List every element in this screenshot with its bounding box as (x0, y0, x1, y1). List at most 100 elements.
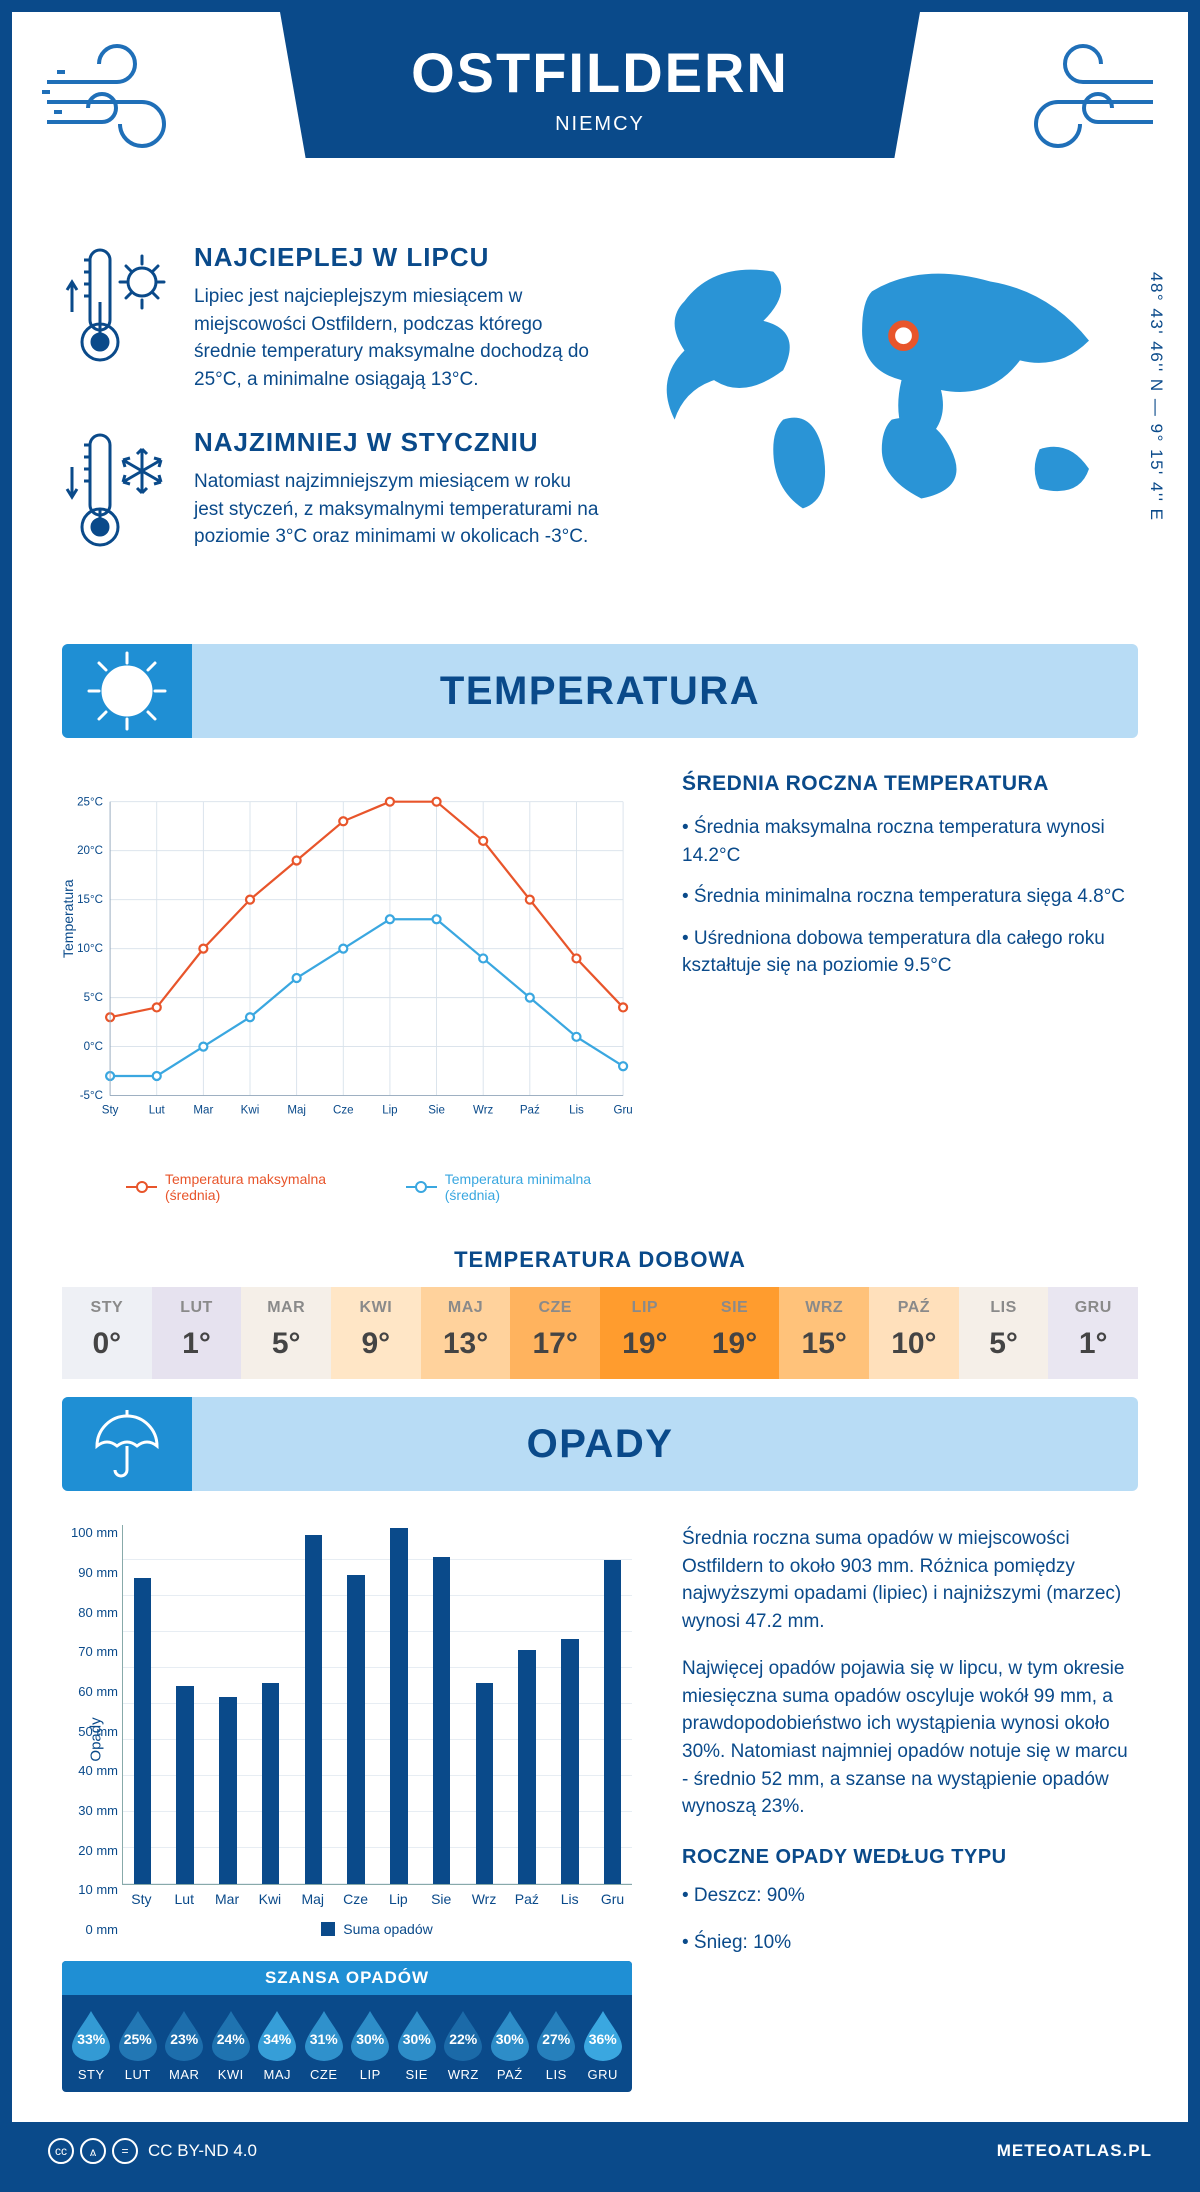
country-subtitle: NIEMCY (280, 113, 920, 136)
svg-text:5°C: 5°C (84, 992, 103, 1004)
umbrella-icon (62, 1397, 192, 1491)
raindrop-icon: 30% (396, 2009, 438, 2061)
bar-x-label: Wrz (472, 1891, 497, 1907)
chance-cell: 34%MAJ (254, 2009, 301, 2082)
coldest-block: NAJZIMNIEJ W STYCZNIU Natomiast najzimni… (62, 427, 605, 562)
temp-info-line: • Średnia minimalna roczna temperatura s… (682, 883, 1138, 911)
daily-temp-cell: LUT1° (152, 1287, 242, 1379)
bar-x-label: Maj (301, 1891, 324, 1907)
precip-type-line: • Deszcz: 90% (682, 1882, 1138, 1910)
temp-ylabel: Temperatura (60, 879, 76, 958)
wind-icon (42, 42, 192, 157)
svg-text:Lip: Lip (382, 1105, 397, 1117)
thermometer-sun-icon (62, 242, 172, 393)
svg-text:-5°C: -5°C (80, 1090, 103, 1102)
coldest-text: Natomiast najzimniejszym miesiącem w rok… (194, 468, 605, 551)
precip-bar (561, 1639, 579, 1884)
footer: cc𐓙= CC BY-ND 4.0 METEOATLAS.PL (12, 2122, 1188, 2180)
precip-bar (476, 1683, 494, 1885)
city-title: OSTFILDERN (280, 40, 920, 105)
svg-text:10°C: 10°C (77, 943, 103, 955)
bar-x-label: Sty (131, 1891, 151, 1907)
chance-cell: 23%MAR (161, 2009, 208, 2082)
temp-info-line: • Uśredniona dobowa temperatura dla całe… (682, 925, 1138, 980)
chance-cell: 30%SIE (394, 2009, 441, 2082)
precip-bar (390, 1528, 408, 1884)
daily-temp-cell: GRU1° (1048, 1287, 1138, 1379)
svg-text:Wrz: Wrz (473, 1105, 494, 1117)
chance-cell: 22%WRZ (440, 2009, 487, 2082)
temperature-line-chart: Temperatura -5°C0°C5°C10°C15°C20°C25°CSt… (62, 772, 632, 1203)
warmest-text: Lipiec jest najcieplejszym miesiącem w m… (194, 283, 605, 393)
chance-cell: 27%LIS (533, 2009, 580, 2082)
svg-text:Paź: Paź (520, 1105, 540, 1117)
raindrop-icon: 31% (303, 2009, 345, 2061)
chance-cell: 30%PAŹ (487, 2009, 534, 2082)
precip-bar (305, 1535, 323, 1884)
temp-info-title: ŚREDNIA ROCZNA TEMPERATURA (682, 772, 1138, 796)
daily-temp-cell: LIP19° (600, 1287, 690, 1379)
raindrop-icon: 30% (349, 2009, 391, 2061)
title-banner: OSTFILDERN NIEMCY (280, 12, 920, 158)
legend-min: Temperatura minimalna (średnia) (445, 1171, 632, 1203)
warmest-title: NAJCIEPLEJ W LIPCU (194, 242, 605, 273)
daily-temp-table: STY0°LUT1°MAR5°KWI9°MAJ13°CZE17°LIP19°SI… (62, 1287, 1138, 1379)
precip-type-title: ROCZNE OPADY WEDŁUG TYPU (682, 1843, 1138, 1872)
daily-temp-cell: WRZ15° (779, 1287, 869, 1379)
raindrop-icon: 22% (442, 2009, 484, 2061)
temp-info-line: • Średnia maksymalna roczna temperatura … (682, 814, 1138, 869)
section-banner-temp: TEMPERATURA (62, 644, 1138, 738)
precip-bar (433, 1557, 451, 1885)
chance-cell: 36%GRU (580, 2009, 627, 2082)
section-banner-precip: OPADY (62, 1397, 1138, 1491)
bar-x-label: Kwi (259, 1891, 282, 1907)
precipitation-bar-chart: Opady 0 mm10 mm20 mm30 mm40 mm50 mm60 mm… (122, 1525, 632, 1937)
precip-type-line: • Śnieg: 10% (682, 1929, 1138, 1957)
raindrop-icon: 27% (535, 2009, 577, 2061)
daily-temp-cell: SIE19° (690, 1287, 780, 1379)
bar-x-label: Mar (215, 1891, 239, 1907)
coordinates: 48° 43' 46'' N — 9° 15' 4'' E (1146, 272, 1166, 522)
raindrop-icon: 24% (210, 2009, 252, 2061)
header: OSTFILDERN NIEMCY (12, 12, 1188, 242)
svg-text:25°C: 25°C (77, 796, 103, 808)
precip-bar (134, 1578, 152, 1884)
raindrop-icon: 33% (70, 2009, 112, 2061)
daily-temp-title: TEMPERATURA DOBOWA (12, 1247, 1188, 1273)
raindrop-icon: 23% (163, 2009, 205, 2061)
precip-bar (219, 1697, 237, 1884)
precip-bar (518, 1650, 536, 1884)
section-title-precip: OPADY (527, 1422, 674, 1467)
daily-temp-cell: KWI9° (331, 1287, 421, 1379)
precip-para2: Najwięcej opadów pojawia się w lipcu, w … (682, 1655, 1138, 1820)
warmest-block: NAJCIEPLEJ W LIPCU Lipiec jest najcieple… (62, 242, 605, 393)
bar-x-label: Lip (389, 1891, 408, 1907)
chance-cell: 30%LIP (347, 2009, 394, 2082)
svg-text:Lut: Lut (149, 1105, 166, 1117)
daily-temp-cell: STY0° (62, 1287, 152, 1379)
chance-cell: 33%STY (68, 2009, 115, 2082)
world-map (645, 242, 1138, 518)
bar-x-label: Paź (515, 1891, 539, 1907)
svg-text:Maj: Maj (287, 1105, 306, 1117)
wind-icon (1008, 42, 1158, 157)
svg-text:0°C: 0°C (84, 1041, 103, 1053)
precip-legend: Suma opadów (122, 1921, 632, 1937)
thermometer-snow-icon (62, 427, 172, 562)
daily-temp-cell: PAŹ10° (869, 1287, 959, 1379)
raindrop-icon: 30% (489, 2009, 531, 2061)
svg-text:Lis: Lis (569, 1105, 584, 1117)
daily-temp-cell: LIS5° (959, 1287, 1049, 1379)
daily-temp-cell: MAR5° (241, 1287, 331, 1379)
precip-bar (176, 1686, 194, 1884)
svg-text:Cze: Cze (333, 1105, 354, 1117)
precip-bar (347, 1575, 365, 1885)
precip-bar (262, 1683, 280, 1885)
raindrop-icon: 25% (117, 2009, 159, 2061)
bar-x-label: Gru (601, 1891, 624, 1907)
precip-chance-strip: SZANSA OPADÓW 33%STY 25%LUT 23%MAR 24%KW… (62, 1961, 632, 2092)
svg-text:Gru: Gru (613, 1105, 632, 1117)
precip-para1: Średnia roczna suma opadów w miejscowośc… (682, 1525, 1138, 1635)
sun-icon (62, 644, 192, 738)
precip-bar (604, 1560, 622, 1884)
